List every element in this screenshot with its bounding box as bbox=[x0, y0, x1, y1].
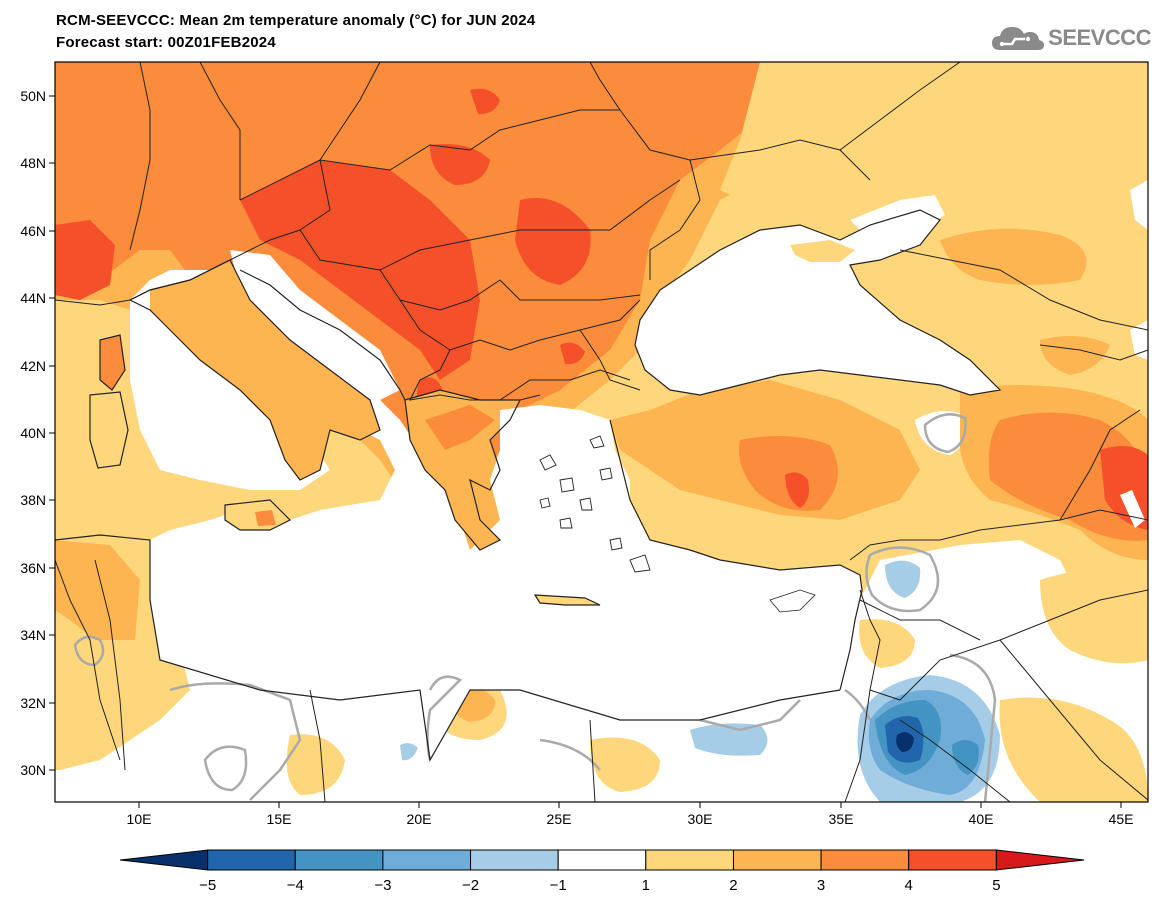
colorbar-segment bbox=[207, 849, 296, 871]
colorbar-tick-label: −1 bbox=[550, 877, 567, 894]
colorbar: −5 −4 −3 −2 −1 1 2 3 4 5 bbox=[119, 849, 1085, 894]
lat-label: 36N bbox=[20, 560, 46, 576]
europe-anomaly-4-5-d bbox=[430, 144, 490, 185]
lon-label: 45E bbox=[1109, 811, 1134, 827]
lat-label: 48N bbox=[20, 155, 46, 171]
europe-anomaly-4-5-c bbox=[55, 220, 115, 300]
europe-anomaly-4-5-b bbox=[515, 198, 591, 285]
south-warm-patch-6 bbox=[286, 734, 345, 795]
latitude-axis: 50N 48N 46N 44N 42N 40N 38N 36N 34N 32N … bbox=[20, 88, 55, 778]
south-warm-patch-5 bbox=[590, 737, 660, 792]
sardinia-land bbox=[90, 392, 128, 468]
colorbar-tick-label: −3 bbox=[374, 877, 391, 894]
lat-label: 30N bbox=[20, 762, 46, 778]
colorbar-tick-label: 2 bbox=[729, 877, 737, 894]
south-warm-patch-2 bbox=[55, 540, 140, 640]
colorbar-tick-label: 1 bbox=[642, 877, 650, 894]
colorbar-tick-label: 4 bbox=[905, 877, 913, 894]
colorbar-segment bbox=[732, 849, 822, 871]
cold-anomaly-9 bbox=[400, 743, 418, 761]
greece-hot bbox=[425, 405, 495, 450]
lat-label: 32N bbox=[20, 695, 46, 711]
colorbar-segment bbox=[382, 849, 472, 871]
colorbar-tick-label: −5 bbox=[199, 877, 216, 894]
map-plot-area bbox=[55, 62, 1148, 802]
lon-label: 35E bbox=[829, 811, 854, 827]
cold-anomaly-5 bbox=[896, 732, 914, 752]
east-europe-anomaly-2-3 bbox=[940, 228, 1087, 285]
caucasus-anomaly-2-3 bbox=[1040, 336, 1110, 375]
colorbar-tick-label: −4 bbox=[287, 877, 304, 894]
south-warm-patch-7 bbox=[999, 697, 1148, 802]
azov-sea bbox=[850, 195, 945, 240]
colorbar-segment bbox=[908, 849, 997, 871]
crimea-land bbox=[790, 240, 855, 262]
colorbar-segment bbox=[294, 849, 384, 871]
country-borders bbox=[55, 62, 1148, 802]
colorbar-segment bbox=[470, 849, 559, 871]
cold-anomaly-7 bbox=[885, 560, 921, 598]
seevccc-logo: SEEVCCC bbox=[990, 22, 1151, 54]
lon-label: 40E bbox=[969, 811, 994, 827]
lat-label: 46N bbox=[20, 223, 46, 239]
lon-label: 20E bbox=[407, 811, 432, 827]
east-anatolia-anomaly-3-4 bbox=[988, 412, 1148, 541]
europe-anomaly-4-5-g bbox=[560, 342, 585, 365]
lat-label: 40N bbox=[20, 425, 46, 441]
cold-anomaly-6 bbox=[952, 740, 979, 775]
aegean-islands bbox=[539, 435, 651, 573]
lon-label: 15E bbox=[267, 811, 292, 827]
lon-label: 10E bbox=[127, 811, 152, 827]
lat-label: 38N bbox=[20, 492, 46, 508]
map-title: RCM-SEEVCCC: Mean 2m temperature anomaly… bbox=[56, 12, 536, 29]
colorbar-tick-label: −2 bbox=[462, 877, 479, 894]
coastlines bbox=[55, 209, 1002, 762]
lat-label: 50N bbox=[20, 88, 46, 104]
lat-label: 44N bbox=[20, 290, 46, 306]
corsica-land bbox=[100, 335, 125, 390]
black-sea bbox=[635, 210, 1000, 395]
logo-text: SEEVCCC bbox=[1048, 25, 1151, 50]
colorbar-tick-label: 5 bbox=[992, 877, 1000, 894]
colorbar-segment bbox=[557, 849, 647, 871]
caspian-sea bbox=[1130, 320, 1148, 360]
colorbar-low-triangle bbox=[119, 849, 209, 871]
south-warm-patch-9 bbox=[859, 619, 915, 668]
anatolia-anomaly-4-5 bbox=[785, 472, 809, 508]
colorbar-high-triangle bbox=[995, 849, 1085, 871]
cloud-icon bbox=[992, 27, 1045, 50]
longitude-axis: 10E 15E 20E 25E 30E 35E 40E 45E bbox=[127, 802, 1134, 827]
lat-label: 42N bbox=[20, 358, 46, 374]
anatolia-anomaly-3-4 bbox=[739, 436, 838, 511]
south-warm-patch-8 bbox=[1040, 570, 1148, 664]
cold-anomaly-8 bbox=[690, 723, 768, 756]
lat-label: 34N bbox=[20, 627, 46, 643]
italy-land bbox=[150, 260, 380, 480]
crete-land bbox=[535, 595, 600, 605]
east-europe-neutral bbox=[1130, 180, 1148, 230]
cyprus-land bbox=[769, 589, 816, 613]
lon-label: 25E bbox=[547, 811, 572, 827]
sicily-warm bbox=[255, 510, 276, 526]
colorbar-tick-label: 3 bbox=[817, 877, 825, 894]
forecast-start-label: Forecast start: 00Z01FEB2024 bbox=[56, 34, 276, 51]
colorbar-segment bbox=[645, 849, 734, 871]
europe-anomaly-4-5-e bbox=[470, 88, 500, 115]
plot-frame bbox=[54, 61, 1149, 803]
europe-anomaly-4-5-a bbox=[240, 160, 480, 380]
lon-label: 30E bbox=[688, 811, 713, 827]
colorbar-segment bbox=[820, 849, 910, 871]
